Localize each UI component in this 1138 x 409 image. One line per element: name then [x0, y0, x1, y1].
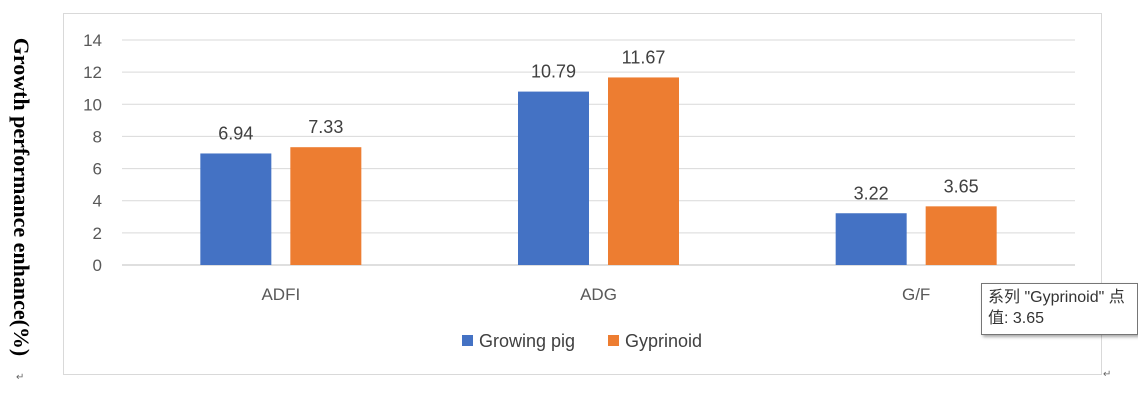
tooltip-series-line: 系列 "Gyprinoid" 点 [988, 289, 1125, 306]
category-label: G/F [902, 285, 930, 304]
y-tick-label: 2 [93, 224, 102, 243]
y-tick-label: 12 [83, 63, 102, 82]
data-labels: 6.94 7.33 10.79 11.67 3.22 3.65 [218, 47, 978, 203]
y-tick-label: 4 [93, 192, 102, 211]
data-point-tooltip: 系列 "Gyprinoid" 点 值: 3.65 [981, 283, 1138, 335]
data-label: 10.79 [531, 62, 576, 82]
bar-g-f-gyprinoid[interactable] [925, 206, 997, 265]
legend-swatch [608, 335, 619, 346]
y-tick-label: 8 [93, 127, 102, 146]
chart-area[interactable] [63, 13, 1102, 375]
legend-swatch [462, 335, 473, 346]
legend: Growing pig Gyprinoid [462, 331, 702, 351]
data-label: 6.94 [218, 123, 253, 143]
y-tick-label: 6 [93, 160, 102, 179]
bars [200, 77, 997, 265]
bar-adg-gyprinoid[interactable] [608, 77, 679, 265]
gridlines [122, 39, 1075, 266]
data-label: 7.33 [308, 117, 343, 137]
bar-adg-growing-pig[interactable] [518, 91, 589, 265]
category-label: ADG [580, 285, 617, 304]
bar-g-f-growing-pig[interactable] [835, 213, 907, 265]
category-labels: ADFI ADG G/F [261, 285, 930, 304]
y-tick-labels: 0 2 4 6 8 10 12 14 [83, 31, 102, 275]
y-tick-label: 0 [93, 256, 102, 275]
legend-entry[interactable]: Gyprinoid [625, 331, 702, 351]
bar-adfi-gyprinoid[interactable] [290, 147, 362, 265]
y-tick-label: 10 [83, 95, 102, 114]
y-tick-label: 14 [83, 31, 102, 50]
paragraph-return-mark: ↵ [1103, 369, 1112, 380]
paragraph-return-mark: ↵ [16, 372, 25, 383]
data-label: 3.22 [854, 183, 889, 203]
category-label: ADFI [261, 285, 300, 304]
data-label: 11.67 [622, 47, 666, 67]
tooltip-value-line: 值: 3.65 [988, 310, 1045, 327]
legend-entry[interactable]: Growing pig [479, 331, 575, 351]
data-label: 3.65 [944, 176, 979, 196]
bar-adfi-growing-pig[interactable] [200, 153, 272, 265]
